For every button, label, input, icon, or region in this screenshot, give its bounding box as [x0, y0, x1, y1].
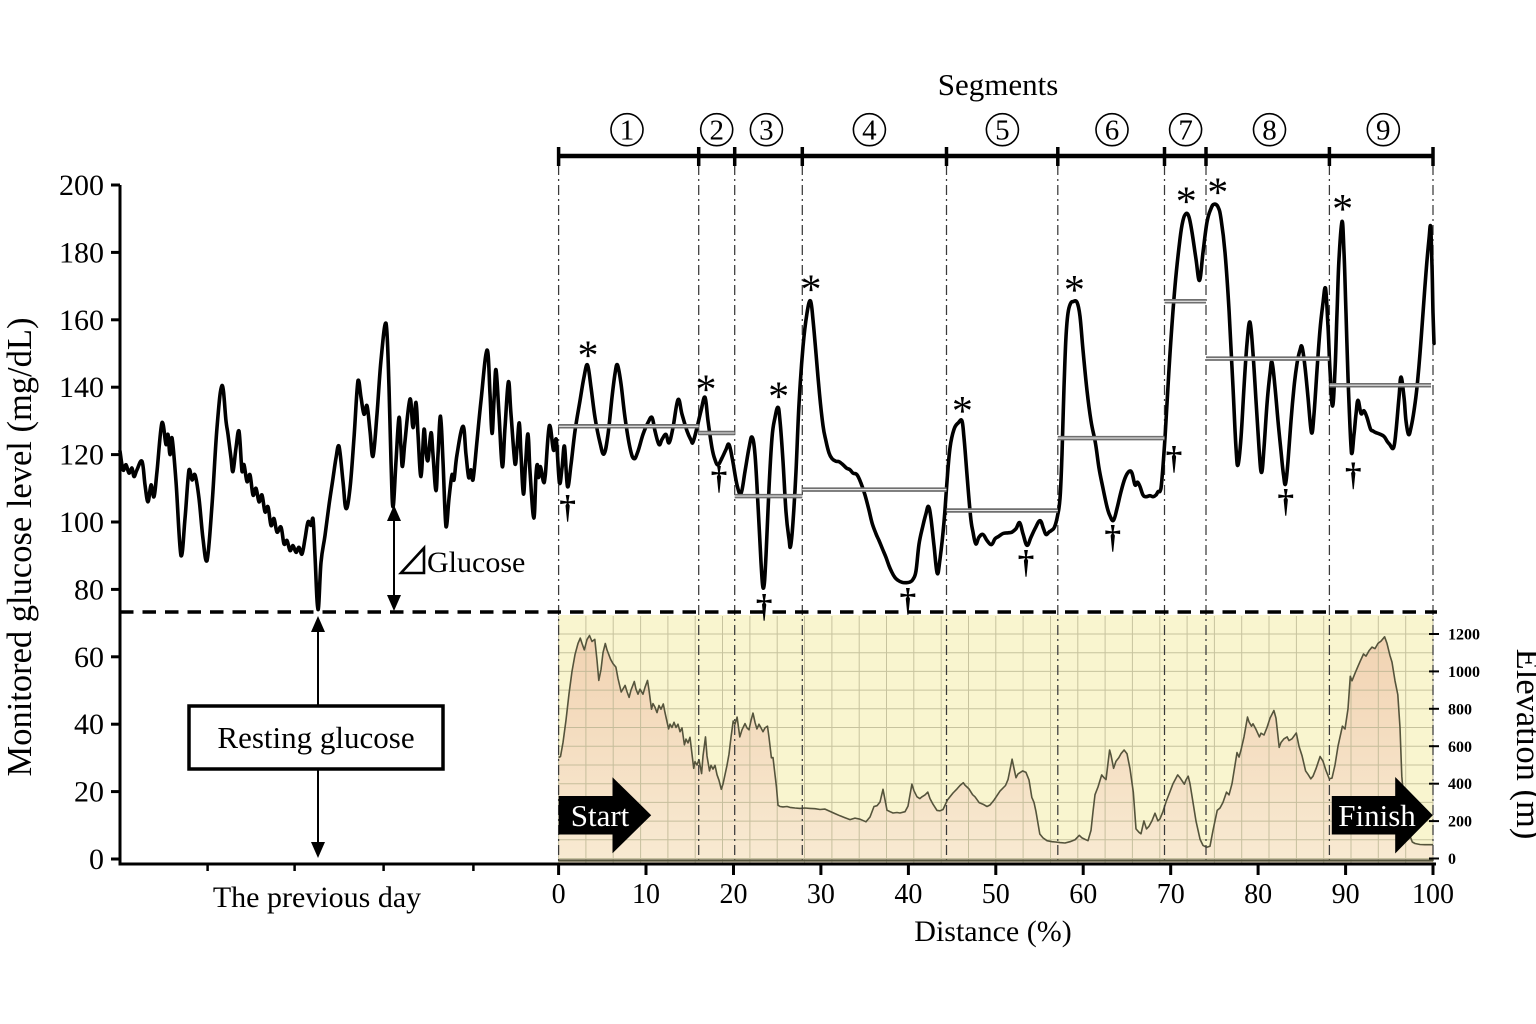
svg-text:†: †: [1104, 520, 1121, 556]
svg-text:40: 40: [894, 879, 922, 910]
svg-text:†: †: [1018, 545, 1035, 581]
svg-text:5: 5: [995, 115, 1010, 147]
svg-text:†: †: [900, 583, 917, 619]
svg-text:*: *: [1332, 187, 1353, 233]
svg-text:160: 160: [59, 304, 104, 337]
svg-text:0: 0: [552, 879, 566, 910]
svg-text:6: 6: [1105, 115, 1120, 147]
svg-text:3: 3: [759, 115, 774, 147]
svg-text:Finish: Finish: [1338, 798, 1416, 833]
svg-text:800: 800: [1448, 701, 1472, 718]
svg-text:9: 9: [1376, 115, 1391, 147]
svg-text:†: †: [756, 589, 773, 625]
svg-text:Elevation (m): Elevation (m): [1509, 649, 1536, 840]
svg-text:200: 200: [1448, 814, 1472, 831]
svg-text:20: 20: [74, 776, 104, 809]
svg-text:90: 90: [1332, 879, 1360, 910]
svg-text:10: 10: [632, 879, 660, 910]
svg-text:*: *: [801, 268, 822, 314]
svg-text:*: *: [1064, 268, 1085, 314]
svg-text:60: 60: [1069, 879, 1097, 910]
svg-text:50: 50: [982, 879, 1010, 910]
svg-text:*: *: [1207, 171, 1228, 217]
svg-text:20: 20: [720, 879, 748, 910]
svg-text:600: 600: [1448, 739, 1472, 756]
svg-text:1200: 1200: [1448, 627, 1480, 644]
svg-text:30: 30: [807, 879, 835, 910]
svg-text:Monitored glucose level (mg/dL: Monitored glucose level (mg/dL): [1, 318, 39, 777]
svg-text:The previous day: The previous day: [213, 881, 421, 914]
svg-text:1000: 1000: [1448, 664, 1480, 681]
svg-text:4: 4: [862, 115, 877, 147]
svg-text:0: 0: [1448, 851, 1456, 868]
svg-text:80: 80: [74, 573, 104, 606]
svg-text:120: 120: [59, 439, 104, 472]
svg-text:200: 200: [59, 169, 104, 202]
svg-text:400: 400: [1448, 776, 1472, 793]
svg-text:Start: Start: [571, 798, 630, 833]
svg-text:0: 0: [89, 843, 104, 876]
svg-text:Distance (%): Distance (%): [914, 915, 1071, 948]
svg-text:60: 60: [74, 641, 104, 674]
svg-text:80: 80: [1244, 879, 1272, 910]
svg-text:Segments: Segments: [938, 67, 1059, 102]
svg-text:180: 180: [59, 236, 104, 269]
svg-text:100: 100: [59, 506, 104, 539]
svg-text:2: 2: [709, 115, 724, 147]
svg-text:*: *: [578, 334, 599, 380]
svg-text:†: †: [559, 490, 576, 526]
svg-text:†: †: [1278, 484, 1295, 520]
svg-text:40: 40: [74, 708, 104, 741]
svg-text:1: 1: [620, 115, 635, 147]
svg-text:140: 140: [59, 371, 104, 404]
svg-text:*: *: [768, 375, 789, 421]
svg-text:7: 7: [1178, 115, 1193, 147]
svg-text:*: *: [1176, 180, 1197, 226]
svg-text:†: †: [1166, 441, 1183, 477]
svg-text:Glucose: Glucose: [427, 546, 525, 579]
svg-text:8: 8: [1262, 115, 1277, 147]
svg-text:†: †: [711, 461, 728, 497]
svg-text:100: 100: [1412, 879, 1454, 910]
svg-text:†: †: [1345, 458, 1362, 494]
svg-text:*: *: [952, 389, 973, 435]
svg-text:70: 70: [1157, 879, 1185, 910]
svg-text:*: *: [696, 368, 717, 414]
svg-text:Resting glucose: Resting glucose: [217, 720, 414, 755]
